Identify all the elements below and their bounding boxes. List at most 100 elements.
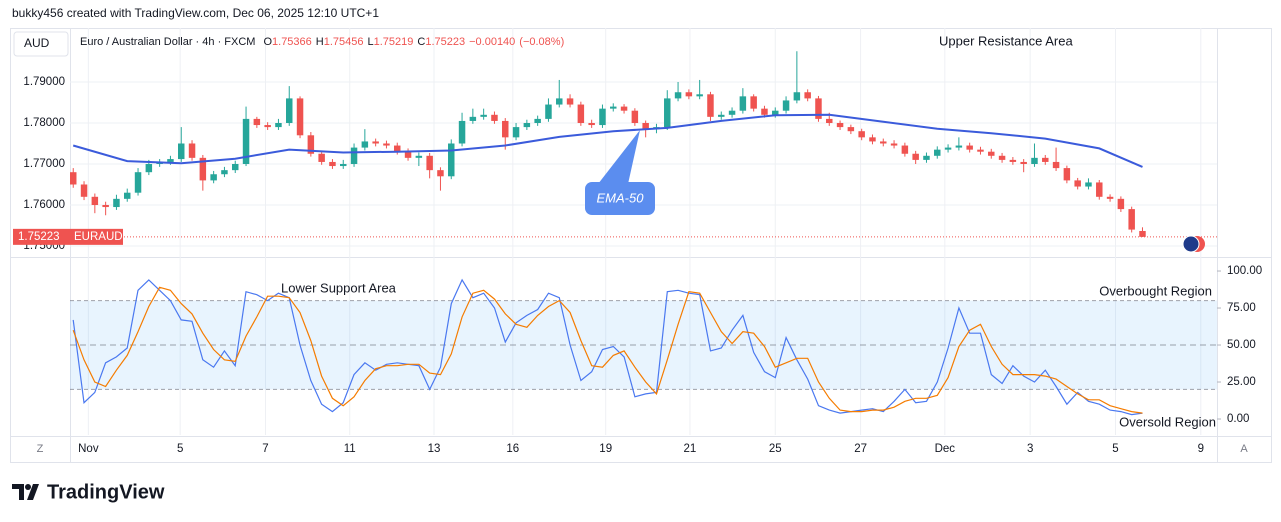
- candle-body: [556, 98, 563, 105]
- candle-body: [955, 145, 963, 148]
- candle-body: [264, 125, 271, 128]
- change-percent: (−0.08%): [519, 36, 564, 48]
- candle-body: [1031, 157, 1038, 164]
- candle-body: [318, 153, 325, 162]
- candle-body: [307, 135, 315, 154]
- candle-body: [415, 155, 423, 158]
- candle-body: [448, 143, 455, 177]
- candle-body: [880, 141, 887, 144]
- candle-body: [566, 98, 574, 105]
- candle-body: [80, 184, 88, 197]
- candle-body: [178, 143, 185, 160]
- x-tick-label: 21: [684, 443, 697, 455]
- candle-body: [275, 122, 282, 128]
- candle-body: [966, 145, 973, 150]
- candle-body: [512, 127, 520, 138]
- brand: TradingView: [47, 481, 165, 503]
- oscillator-line: [72, 278, 1143, 416]
- y-tick-label: 50.00: [1227, 339, 1256, 351]
- candle-body: [599, 108, 606, 126]
- candle-body: [858, 131, 865, 138]
- candle-body: [793, 92, 801, 101]
- candle-body: [944, 147, 952, 150]
- x-tick-label: 19: [599, 443, 612, 455]
- y-tick-label: 0.00: [1227, 413, 1249, 425]
- candle-body: [707, 94, 714, 117]
- candle-body: [977, 149, 984, 152]
- last-price-box: [13, 228, 123, 245]
- y-tick-label: 1.77000: [23, 158, 65, 170]
- candle-body: [1052, 161, 1060, 169]
- candle-body: [664, 98, 671, 128]
- candle-body: [458, 120, 466, 144]
- ohlc-value: 1.75366: [272, 36, 312, 48]
- candle-body: [815, 98, 822, 119]
- candle-body: [545, 104, 552, 119]
- candle-body: [761, 108, 768, 115]
- candle-body: [221, 170, 228, 175]
- candle-body: [1085, 182, 1092, 187]
- candle-body: [1106, 196, 1114, 199]
- candle-body: [620, 106, 628, 111]
- candle-body: [642, 122, 649, 130]
- currency: AUD: [24, 36, 50, 50]
- candle-body: [869, 137, 876, 142]
- candle-body: [674, 92, 682, 99]
- currency-box[interactable]: [13, 31, 69, 57]
- candle-body: [296, 98, 304, 136]
- button-label: A: [1240, 443, 1248, 455]
- ema-line: [72, 113, 1143, 168]
- candle-body: [890, 143, 898, 146]
- y-tick-label: 1.78000: [23, 117, 65, 129]
- candle-body: [1096, 182, 1103, 197]
- candle-body: [1020, 161, 1027, 164]
- candle-body: [91, 196, 99, 205]
- candle-body: [491, 114, 498, 121]
- symbol-title: Euro / Australian Dollar · 4h · FXCM: [80, 36, 255, 48]
- flag-icon: [1182, 235, 1205, 253]
- ohlc-value: 1.75223: [425, 36, 465, 48]
- candle-body: [718, 114, 725, 117]
- button[interactable]: [30, 440, 50, 458]
- candle-body: [1139, 230, 1146, 237]
- candle-body: [685, 92, 693, 97]
- candle-body: [372, 141, 379, 144]
- candle-body: [912, 153, 919, 160]
- candle-body: [437, 170, 444, 177]
- callout-pointer: [598, 130, 640, 184]
- candle-body: [1074, 180, 1081, 187]
- candle-body: [998, 155, 1006, 160]
- candle-body: [188, 143, 196, 158]
- x-tick-label: 7: [262, 443, 268, 455]
- y-tick-label: 1.76000: [23, 199, 65, 211]
- candle-body: [782, 100, 790, 111]
- annotation: Overbought Region: [1099, 283, 1212, 298]
- candle-body: [124, 192, 131, 199]
- candle-body: [350, 147, 358, 164]
- candle-body: [113, 198, 120, 208]
- candle-body: [577, 104, 585, 123]
- x-tick-label: 5: [1112, 443, 1118, 455]
- credit: bukky456 created with TradingView.com, D…: [12, 6, 379, 20]
- candle-body: [836, 122, 844, 128]
- candle-body: [145, 163, 153, 173]
- annotation: Upper Resistance Area: [939, 33, 1073, 48]
- candle-body: [286, 98, 293, 123]
- candle-body: [804, 92, 811, 99]
- x-tick-label: 27: [854, 443, 867, 455]
- y-tick-label: 75.00: [1227, 302, 1256, 314]
- candle-body: [750, 96, 757, 109]
- x-tick-label: Nov: [78, 443, 99, 455]
- candle-body: [167, 159, 174, 162]
- frame: [10, 28, 1272, 463]
- candle-body: [847, 127, 855, 132]
- legend: Euro / Australian Dollar · 4h · FXCM O1.7…: [80, 36, 564, 48]
- candle-body: [134, 172, 142, 193]
- x-tick-label: 25: [769, 443, 782, 455]
- candle-body: [923, 155, 930, 160]
- candle-body: [934, 149, 941, 156]
- candle-body: [696, 94, 703, 97]
- ohlc-value: 1.75456: [324, 36, 364, 48]
- ohlc-value: 1.75219: [374, 36, 414, 48]
